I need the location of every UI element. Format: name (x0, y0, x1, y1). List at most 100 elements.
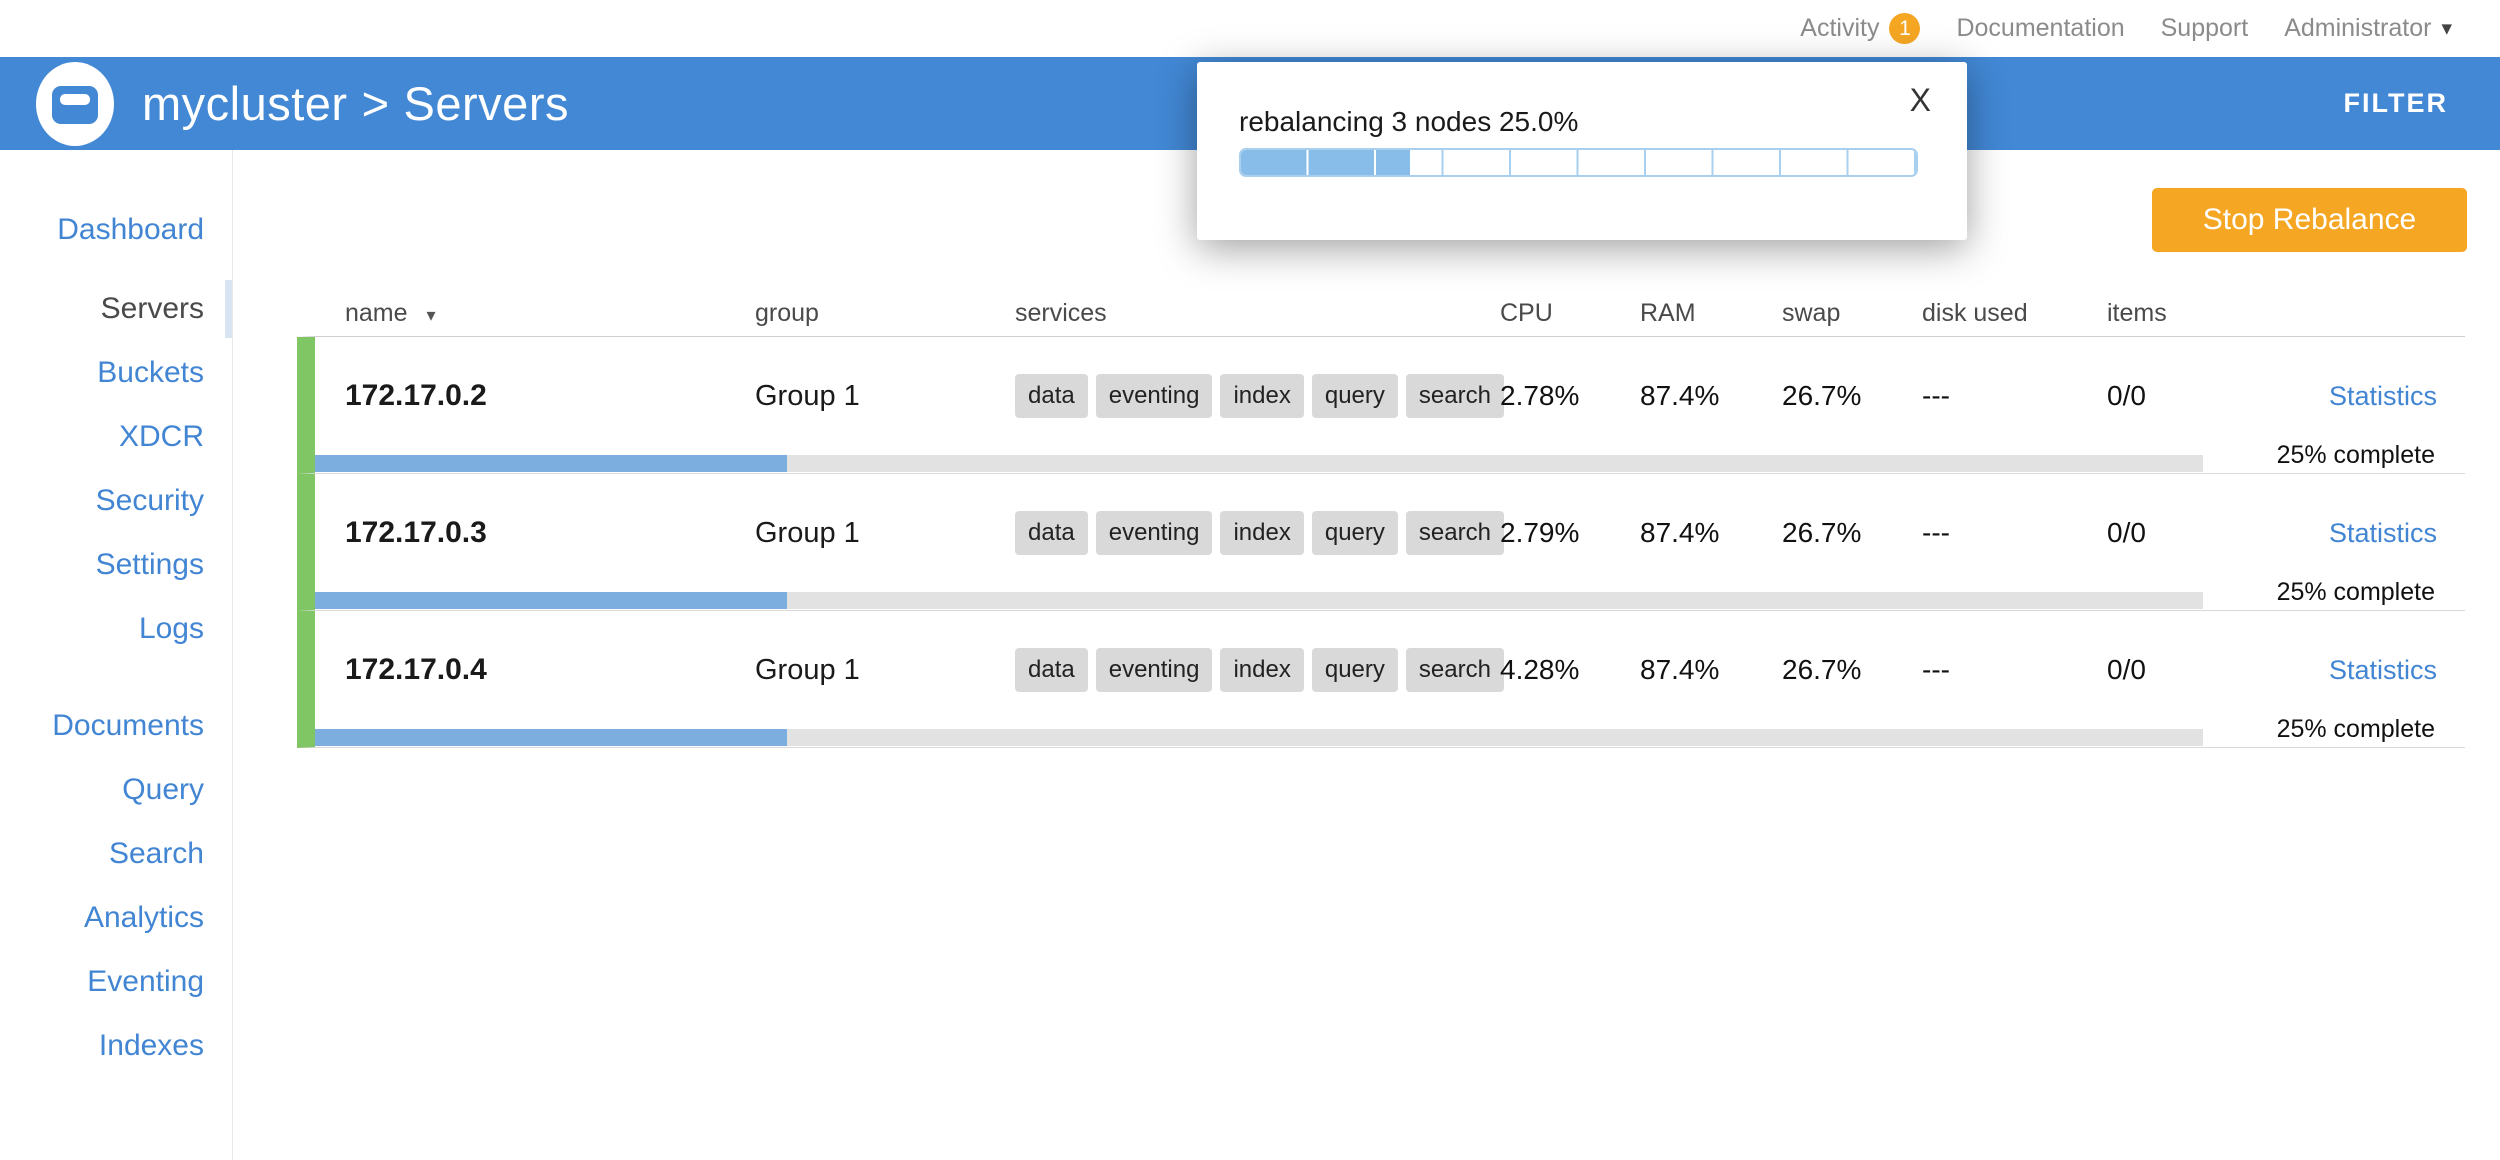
statistics-link[interactable]: Statistics (2328, 381, 2437, 411)
column-header-ram: RAM (1640, 299, 1696, 327)
sidebar-item-analytics[interactable]: Analytics (83, 901, 204, 934)
progress-track (315, 729, 2203, 746)
server-row-block: 172.17.0.2 Group 1 data eventing index q… (297, 337, 2465, 474)
progress-fill (315, 592, 787, 609)
service-badge-data: data (1015, 511, 1088, 555)
progress-label: 25% complete (2276, 715, 2435, 743)
disk-used-value: --- (1922, 654, 1950, 685)
sidebar-item-indexes[interactable]: Indexes (98, 1029, 204, 1062)
disk-used-value: --- (1922, 517, 1950, 548)
documentation-link[interactable]: Documentation (1956, 14, 2125, 42)
chevron-down-icon: ▾ (2441, 17, 2452, 40)
activity-link[interactable]: Activity 1 (1800, 13, 1921, 44)
user-menu[interactable]: Administrator ▾ (2284, 14, 2452, 43)
column-header-items: items (2107, 299, 2167, 327)
user-name-label: Administrator (2284, 14, 2432, 42)
table-row[interactable]: 172.17.0.2 Group 1 data eventing index q… (315, 337, 2465, 455)
top-utility-bar: Activity 1 Documentation Support Adminis… (0, 0, 2500, 57)
breadcrumb-separator: > (361, 77, 390, 130)
filter-button[interactable]: FILTER (2343, 88, 2448, 118)
column-header-group: group (755, 299, 819, 327)
service-badge-search: search (1405, 374, 1504, 418)
table-row[interactable]: 172.17.0.3 Group 1 data eventing index q… (315, 474, 2465, 592)
service-badge-search: search (1405, 648, 1504, 692)
progress-track (315, 592, 2203, 609)
service-badges: data eventing index query search (1015, 374, 1504, 418)
server-group: Group 1 (755, 379, 860, 412)
items-value: 0/0 (2107, 380, 2146, 411)
service-badge-data: data (1015, 374, 1088, 418)
service-badge-eventing: eventing (1095, 648, 1213, 692)
sidebar-item-search[interactable]: Search (108, 837, 204, 870)
service-badge-index: index (1220, 648, 1304, 692)
column-header-disk-used: disk used (1922, 299, 2028, 327)
progress-fill (315, 729, 787, 746)
ram-value: 87.4% (1640, 517, 1720, 548)
progress-bar-fill (1241, 150, 1410, 175)
progress-track (315, 455, 2203, 472)
server-row-block: 172.17.0.4 Group 1 data eventing index q… (297, 611, 2465, 748)
column-header-name[interactable]: name ▾ (345, 299, 436, 327)
sidebar-item-logs[interactable]: Logs (138, 612, 204, 645)
sidebar-group-gap (0, 262, 232, 277)
sidebar-item-xdcr[interactable]: XDCR (118, 420, 204, 453)
close-icon[interactable]: X (1909, 82, 1931, 118)
service-badge-index: index (1220, 374, 1304, 418)
column-header-cpu: CPU (1500, 299, 1553, 327)
active-item-indicator (225, 280, 232, 338)
stop-rebalance-button[interactable]: Stop Rebalance (2152, 188, 2467, 252)
support-link[interactable]: Support (2160, 14, 2249, 42)
rebalance-progress-bar (1239, 148, 1918, 177)
service-badges: data eventing index query search (1015, 511, 1504, 555)
rebalance-row-progress: 25% complete (315, 578, 2465, 610)
service-badge-eventing: eventing (1095, 374, 1213, 418)
service-badge-query: query (1311, 648, 1398, 692)
cpu-value: 4.28% (1500, 654, 1580, 685)
sidebar-item-dashboard[interactable]: Dashboard (57, 213, 204, 246)
sort-desc-icon: ▾ (426, 305, 436, 325)
cpu-value: 2.78% (1500, 380, 1580, 411)
rebalance-progress-popup: X rebalancing 3 nodes 25.0% (1197, 62, 1967, 240)
sidebar-item-settings[interactable]: Settings (95, 548, 204, 581)
service-badge-query: query (1311, 511, 1398, 555)
statistics-link[interactable]: Statistics (2328, 518, 2437, 548)
server-name: 172.17.0.4 (345, 653, 487, 686)
service-badge-data: data (1015, 648, 1088, 692)
sidebar-item-servers[interactable]: Servers (0, 277, 232, 341)
server-name: 172.17.0.2 (345, 379, 487, 412)
activity-count-badge: 1 (1889, 13, 1921, 44)
table-row[interactable]: 172.17.0.4 Group 1 data eventing index q… (315, 611, 2465, 729)
swap-value: 26.7% (1782, 380, 1862, 411)
activity-label: Activity (1800, 14, 1880, 42)
servers-table: name ▾ group services CPU RAM swap disk … (297, 291, 2465, 748)
ram-value: 87.4% (1640, 380, 1720, 411)
rebalance-status-text: rebalancing 3 nodes 25.0% (1239, 106, 1579, 137)
sidebar-item-security[interactable]: Security (95, 484, 204, 517)
table-header-row: name ▾ group services CPU RAM swap disk … (297, 291, 2465, 337)
column-header-swap: swap (1782, 299, 1841, 327)
sidebar-item-documents[interactable]: Documents (52, 709, 204, 742)
rebalance-row-progress: 25% complete (315, 715, 2465, 747)
breadcrumb-cluster: mycluster (142, 77, 348, 130)
service-badges: data eventing index query search (1015, 648, 1504, 692)
items-value: 0/0 (2107, 654, 2146, 685)
server-name: 172.17.0.3 (345, 516, 487, 549)
column-header-services: services (1015, 299, 1107, 327)
items-value: 0/0 (2107, 517, 2146, 548)
cpu-value: 2.79% (1500, 517, 1580, 548)
statistics-link[interactable]: Statistics (2328, 655, 2437, 685)
sidebar-item-query[interactable]: Query (122, 773, 204, 806)
service-badge-index: index (1220, 511, 1304, 555)
progress-fill (315, 455, 787, 472)
couchbase-logo-icon (36, 61, 114, 146)
sidebar-item-buckets[interactable]: Buckets (97, 356, 204, 389)
service-badge-search: search (1405, 511, 1504, 555)
sidebar-item-eventing[interactable]: Eventing (87, 965, 204, 998)
sidebar-item-label: Servers (100, 292, 204, 325)
service-badge-query: query (1311, 374, 1398, 418)
page-title: Servers (403, 77, 569, 130)
progress-label: 25% complete (2276, 578, 2435, 606)
disk-used-value: --- (1922, 380, 1950, 411)
rebalance-row-progress: 25% complete (315, 441, 2465, 473)
sidebar-group-gap (0, 661, 232, 694)
